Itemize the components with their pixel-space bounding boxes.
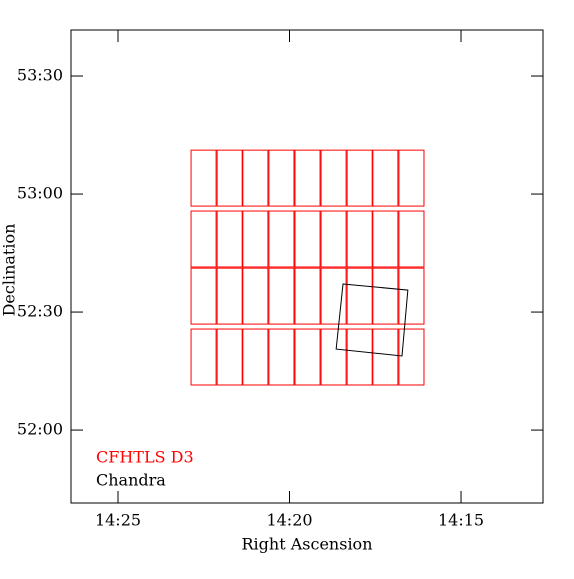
x-tick-label: 14:15	[438, 511, 484, 530]
ccd-footprint	[372, 328, 399, 386]
ccd-footprint	[190, 267, 217, 325]
y-tick-label: 53:00	[17, 184, 63, 203]
y-tick-label: 52:30	[17, 302, 63, 321]
ccd-footprint	[398, 149, 425, 207]
ccd-footprint	[346, 149, 373, 207]
ccd-footprint	[190, 149, 217, 207]
ccd-footprint	[294, 328, 321, 386]
ccd-footprint	[216, 149, 243, 207]
ccd-footprint	[398, 328, 425, 386]
ccd-footprint	[268, 210, 295, 268]
ccd-footprint	[294, 267, 321, 325]
y-tick-label: 52:00	[17, 420, 63, 439]
y-tick-label: 53:30	[17, 66, 63, 85]
ccd-footprint	[320, 267, 347, 325]
ccd-footprint	[398, 267, 425, 325]
ccd-footprint	[190, 210, 217, 268]
ccd-footprint	[190, 328, 217, 386]
ccd-footprint	[268, 149, 295, 207]
ccd-footprint	[372, 210, 399, 268]
chandra-footprint	[335, 283, 409, 357]
plot-frame	[70, 29, 544, 504]
x-tick-label: 14:20	[266, 511, 312, 530]
ccd-footprint	[216, 267, 243, 325]
legend-entry: Chandra	[96, 471, 166, 490]
ccd-footprint	[372, 149, 399, 207]
ccd-footprint	[398, 210, 425, 268]
y-axis-label: Declination	[0, 224, 19, 317]
ccd-footprint	[372, 267, 399, 325]
x-axis-label: Right Ascension	[242, 535, 373, 554]
ccd-footprint	[216, 328, 243, 386]
ccd-footprint	[320, 328, 347, 386]
ccd-footprint	[294, 210, 321, 268]
ccd-footprint	[268, 267, 295, 325]
ccd-footprint	[268, 328, 295, 386]
ccd-footprint	[242, 267, 269, 325]
ccd-footprint	[320, 210, 347, 268]
ccd-footprint	[294, 149, 321, 207]
ccd-footprint	[242, 328, 269, 386]
ccd-footprint	[346, 210, 373, 268]
ccd-footprint	[346, 267, 373, 325]
x-tick-label: 14:25	[95, 511, 141, 530]
ccd-footprint	[242, 210, 269, 268]
ccd-footprint	[346, 328, 373, 386]
ccd-footprint	[320, 149, 347, 207]
ccd-footprint	[242, 149, 269, 207]
ccd-footprint	[216, 210, 243, 268]
legend-entry: CFHTLS D3	[96, 448, 194, 467]
